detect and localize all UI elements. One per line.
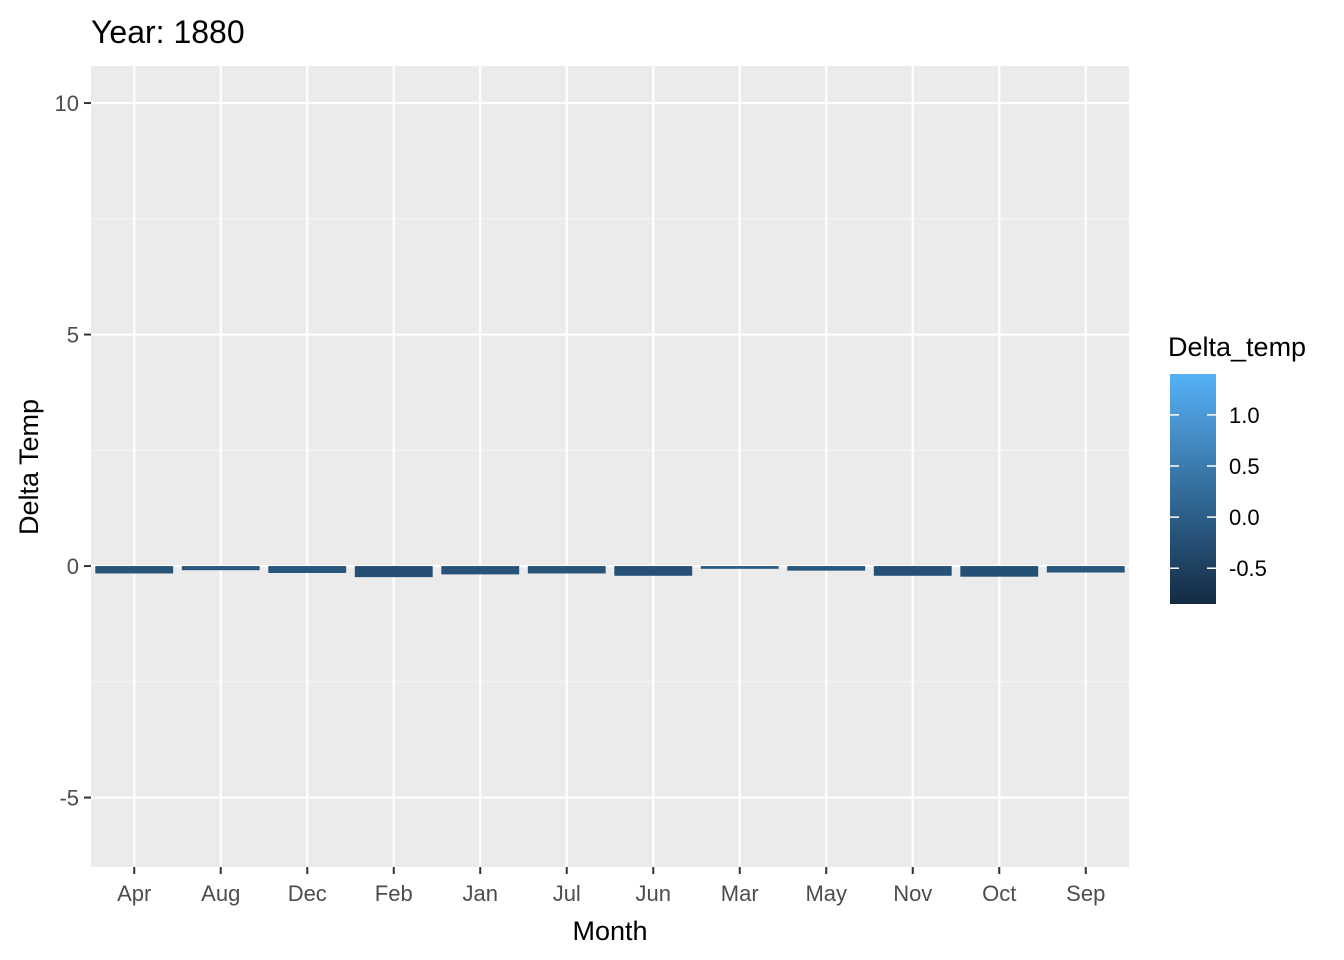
x-axis-title: Month [572, 916, 647, 946]
x-tick-label: Mar [721, 881, 759, 906]
chart-title: Year: 1880 [91, 14, 245, 50]
y-axis: -5 0 5 10 [55, 91, 91, 811]
bar-jun [614, 566, 693, 576]
legend-tick-label: -0.5 [1229, 556, 1267, 581]
grid-minor [91, 218, 1129, 683]
y-tick-label: 5 [67, 323, 79, 348]
legend-title: Delta_temp [1168, 332, 1306, 362]
bar-feb [354, 566, 433, 578]
x-tick-label: Feb [375, 881, 413, 906]
bar-mar [700, 566, 779, 569]
bars [95, 566, 1125, 578]
plot-panel [91, 66, 1129, 867]
bar-may [787, 566, 866, 571]
x-tick-label: Jul [553, 881, 581, 906]
bar-jul [527, 566, 606, 574]
x-tick-label: Jan [463, 881, 498, 906]
x-tick-label: Sep [1066, 881, 1105, 906]
legend: Delta_temp -0.5 0.0 0.5 1.0 [1168, 332, 1306, 604]
x-axis: Apr Aug Dec Feb Jan Jul Jun Mar May Nov Oct Sep [117, 867, 1105, 906]
y-tick-label: 0 [67, 554, 79, 579]
legend-tick-label: 1.0 [1229, 403, 1260, 428]
legend-tick-label: 0.5 [1229, 454, 1260, 479]
bar-aug [181, 566, 260, 571]
x-tick-label: Dec [288, 881, 327, 906]
x-tick-label: Nov [893, 881, 932, 906]
legend-colorbar [1170, 374, 1216, 604]
bar-sep [1046, 566, 1125, 573]
bar-nov [873, 566, 952, 576]
bar-oct [960, 566, 1039, 577]
bar-apr [95, 566, 174, 574]
y-tick-label: -5 [59, 786, 79, 811]
x-tick-label: Oct [982, 881, 1016, 906]
legend-tick-label: 0.0 [1229, 505, 1260, 530]
x-tick-label: Jun [636, 881, 671, 906]
x-tick-label: Apr [117, 881, 151, 906]
x-tick-label: Aug [201, 881, 240, 906]
legend-ticks: -0.5 0.0 0.5 1.0 [1170, 403, 1267, 581]
grid-major [91, 66, 1129, 867]
y-axis-title: Delta Temp [14, 399, 44, 535]
bar-jan [441, 566, 520, 575]
x-tick-label: May [805, 881, 847, 906]
y-tick-label: 10 [55, 91, 79, 116]
bar-dec [268, 566, 347, 573]
